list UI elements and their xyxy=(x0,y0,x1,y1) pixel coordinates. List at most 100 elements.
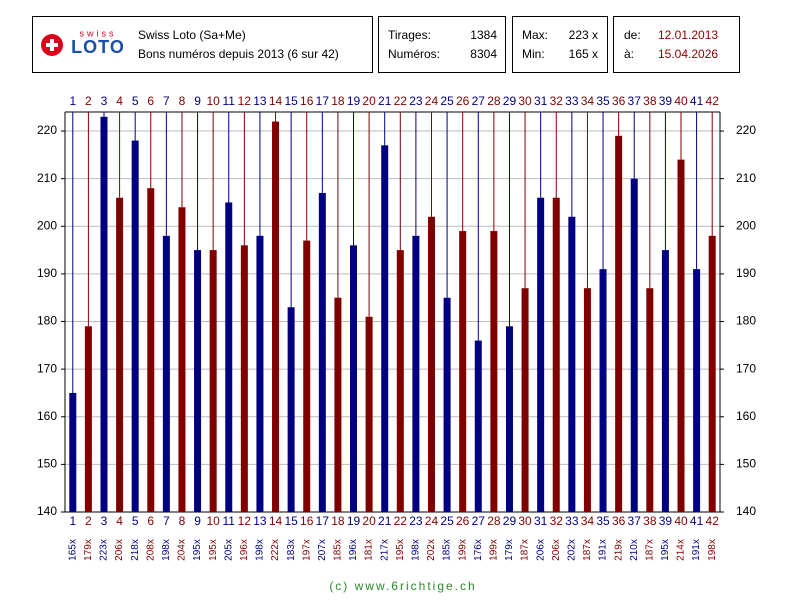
bar xyxy=(256,235,264,513)
value-label: 176x xyxy=(473,539,484,561)
x-tick-label-top: 26 xyxy=(456,94,470,108)
value-label: 206x xyxy=(535,539,546,561)
bar xyxy=(505,326,513,512)
bar xyxy=(272,121,280,513)
y-tick-label-right: 190 xyxy=(736,266,756,280)
x-tick-label: 13 xyxy=(253,514,267,528)
logo-text: LOTO xyxy=(71,37,125,57)
x-tick-label-top: 11 xyxy=(223,94,236,108)
logo-cross xyxy=(50,39,54,51)
y-tick-label: 180 xyxy=(37,314,57,328)
x-tick-label: 42 xyxy=(706,514,720,528)
bar xyxy=(537,197,545,512)
value-label: 199x xyxy=(457,539,468,561)
bar xyxy=(350,245,358,513)
x-tick-label-top: 33 xyxy=(565,94,579,108)
title-box xyxy=(32,16,373,73)
x-tick-label: 4 xyxy=(116,514,123,528)
x-tick-label-top: 32 xyxy=(550,94,564,108)
value-label: 206x xyxy=(551,539,562,561)
value-label: 179x xyxy=(504,539,515,561)
value-label: 196x xyxy=(239,539,250,561)
logo: swiss LOTO xyxy=(41,28,125,57)
bar xyxy=(427,216,435,512)
value-label: 222x xyxy=(270,539,281,561)
x-tick-label-top: 28 xyxy=(487,94,501,108)
value-label: 195x xyxy=(395,539,406,561)
x-tick-label-top: 3 xyxy=(101,94,108,108)
x-tick-label: 36 xyxy=(612,514,626,528)
x-tick-label: 35 xyxy=(596,514,610,528)
value-label: 219x xyxy=(613,539,624,561)
value-label: 181x xyxy=(364,539,375,561)
x-tick-label-top: 18 xyxy=(331,94,345,108)
value-label: 198x xyxy=(161,539,172,561)
x-tick-label-top: 13 xyxy=(253,94,267,108)
x-tick-label-top: 6 xyxy=(147,94,154,108)
bar xyxy=(225,202,233,512)
bar xyxy=(131,140,139,513)
bar xyxy=(69,392,77,512)
x-tick-label: 14 xyxy=(269,514,283,528)
bar xyxy=(100,116,108,512)
x-tick-label-top: 19 xyxy=(347,94,361,108)
x-tick-label: 2 xyxy=(85,514,92,528)
y-tick-label: 190 xyxy=(37,266,57,280)
x-tick-label: 31 xyxy=(534,514,548,528)
stat-label: Tirages: xyxy=(388,28,431,42)
x-tick-label: 21 xyxy=(378,514,392,528)
stat-value: 8304 xyxy=(470,47,497,61)
bar xyxy=(194,250,202,512)
x-tick-label: 9 xyxy=(194,514,201,528)
y-tick-label: 220 xyxy=(37,123,57,137)
x-tick-label: 20 xyxy=(362,514,376,528)
x-tick-label: 8 xyxy=(179,514,186,528)
y-tick-label: 160 xyxy=(37,409,57,423)
x-tick-label-top: 37 xyxy=(628,94,642,108)
x-tick-label: 28 xyxy=(487,514,501,528)
x-tick-label-top: 24 xyxy=(425,94,439,108)
bar xyxy=(459,231,467,513)
value-label: 206x xyxy=(114,539,125,561)
logo-small: swiss xyxy=(80,28,117,38)
stat-value: 1384 xyxy=(470,28,497,42)
x-tick-label-top: 29 xyxy=(503,94,517,108)
x-tick-label: 7 xyxy=(163,514,170,528)
stat-value: 165 x xyxy=(569,47,598,61)
value-label: 187x xyxy=(520,539,531,561)
value-label: 183x xyxy=(286,539,297,561)
x-tick-label: 3 xyxy=(101,514,108,528)
x-tick-label-top: 42 xyxy=(706,94,720,108)
value-label: 204x xyxy=(177,539,188,561)
bar xyxy=(162,235,170,513)
x-tick-label: 38 xyxy=(643,514,657,528)
x-tick-label: 37 xyxy=(628,514,642,528)
bar xyxy=(599,269,607,512)
x-tick-label-top: 35 xyxy=(596,94,610,108)
x-tick-label-top: 20 xyxy=(362,94,376,108)
bar xyxy=(443,297,451,512)
x-tick-label-top: 8 xyxy=(179,94,186,108)
y-tick-label: 140 xyxy=(37,504,57,518)
x-tick-label: 15 xyxy=(284,514,298,528)
value-label: 185x xyxy=(333,539,344,561)
x-tick-label-top: 22 xyxy=(394,94,408,108)
bar xyxy=(240,245,248,513)
x-tick-label-top: 2 xyxy=(85,94,92,108)
x-tick-label-top: 38 xyxy=(643,94,657,108)
x-tick-label: 41 xyxy=(690,514,704,528)
bar xyxy=(84,326,92,512)
x-tick-label-top: 21 xyxy=(378,94,392,108)
value-label: 179x xyxy=(83,539,94,561)
value-label: 195x xyxy=(208,539,219,561)
bar xyxy=(693,269,701,512)
x-tick-label: 11 xyxy=(223,514,236,528)
subtitle: Bons numéros depuis 2013 (6 sur 42) xyxy=(138,47,339,61)
bar xyxy=(412,235,420,513)
y-tick-label-right: 210 xyxy=(736,171,756,185)
bar xyxy=(178,207,186,512)
x-tick-label-top: 39 xyxy=(659,94,673,108)
x-tick-label: 40 xyxy=(674,514,688,528)
draws-box xyxy=(378,16,506,73)
x-tick-label: 5 xyxy=(132,514,139,528)
